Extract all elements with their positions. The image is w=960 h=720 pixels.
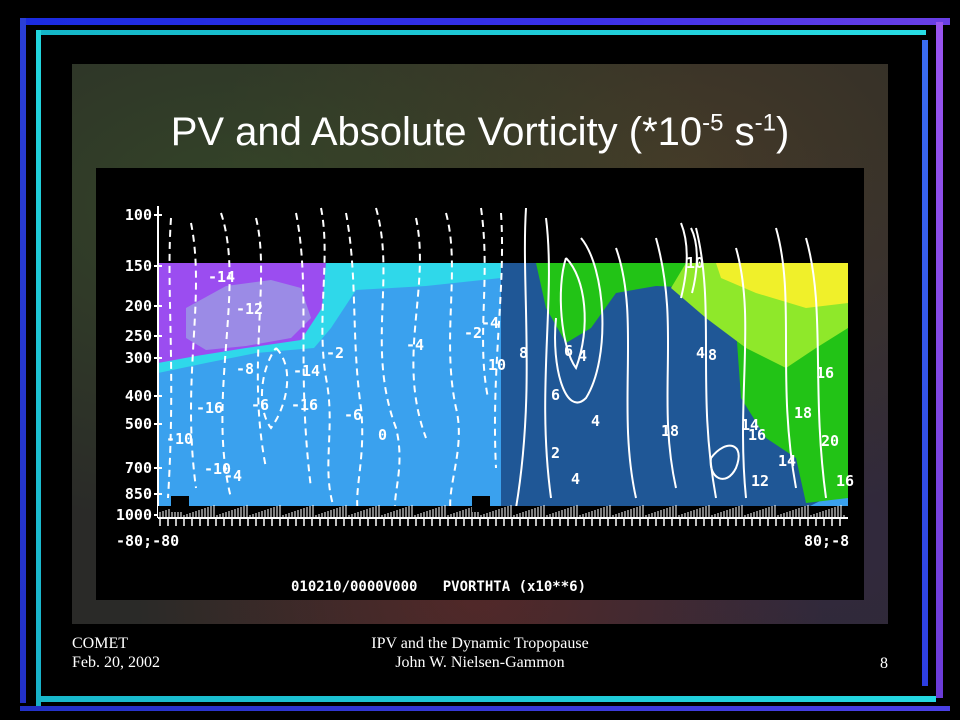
pressure-label-1000: 1000 (116, 506, 152, 524)
pressure-label-300: 300 (125, 349, 152, 367)
contour-label: 16 (816, 364, 834, 382)
figure-caption: 010210/0000V000 PVORTHTA (x10**6) (291, 579, 586, 595)
frame-bar-top-blue (20, 18, 950, 25)
contour-label: -6 (344, 406, 362, 424)
contour-label: -4 (481, 314, 499, 332)
contour-label: 4 (696, 344, 705, 362)
contour-label: -12 (236, 300, 263, 318)
frame-bar-right-blue (922, 40, 928, 686)
y-axis-ticks: 100 150 200 250 300 400 500 700 850 1000 (116, 206, 162, 524)
x-axis-label-right: 80;-8 (804, 532, 849, 550)
page-number: 8 (880, 655, 888, 672)
pressure-label-700: 700 (125, 459, 152, 477)
contour-label: 8 (519, 344, 528, 362)
contour-label: 16 (836, 472, 854, 490)
frame-bar-bottom-blue (20, 706, 950, 711)
title-exponent-2: -1 (754, 109, 776, 137)
contour-label: 0 (378, 426, 387, 444)
pressure-label-100: 100 (125, 206, 152, 224)
pressure-label-400: 400 (125, 387, 152, 405)
contour-label: -6 (251, 396, 269, 414)
contour-label: 8 (708, 346, 717, 364)
fill-green-right (736, 318, 848, 503)
cross-section-figure: 100 150 200 250 300 400 500 700 850 1000 -80;-80 … (96, 168, 864, 600)
pressure-label-250: 250 (125, 327, 152, 345)
title-close: ) (775, 110, 790, 154)
contour-label: -14 (208, 268, 235, 286)
footer-left: COMET Feb. 20, 2002 (72, 634, 160, 672)
contour-label: -4 (406, 336, 424, 354)
footer-author: John W. Nielsen-Gammon (395, 654, 565, 671)
contour-label: -16 (291, 396, 318, 414)
contour-label: -10 (166, 430, 193, 448)
contour-label: 18 (661, 422, 679, 440)
frame-bar-bottom-cyan (40, 696, 936, 702)
contour-label: 4 (571, 470, 580, 488)
footer-organization: COMET (72, 635, 128, 652)
contour-label: 10 (488, 356, 506, 374)
frame-bar-top-cyan (36, 30, 926, 35)
frame-bar-right-purple (936, 22, 943, 698)
slide-title: PV and Absolute Vorticity (*10-5 s-1) (72, 108, 888, 156)
contour-label: 6 (551, 386, 560, 404)
contour-label: -8 (236, 360, 254, 378)
positive-contours (515, 207, 827, 509)
negative-contours (167, 207, 503, 514)
terrain-block-left (171, 496, 189, 512)
footer-date: Feb. 20, 2002 (72, 654, 160, 671)
pressure-label-500: 500 (125, 415, 152, 433)
contour-label: 20 (821, 432, 839, 450)
upper-black-band (158, 206, 848, 263)
pressure-label-200: 200 (125, 297, 152, 315)
footer-center: IPV and the Dynamic Tropopause John W. N… (250, 634, 710, 672)
fill-cyan (158, 263, 516, 373)
contour-label: -4 (224, 467, 242, 485)
contour-label: -16 (196, 399, 223, 417)
title-text: PV and Absolute Vorticity (*10 (170, 110, 703, 154)
x-axis-label-left: -80;-80 (116, 532, 179, 550)
footer-talk-title: IPV and the Dynamic Tropopause (371, 635, 589, 652)
x-axis-ticks (159, 518, 841, 526)
contour-label: -10 (204, 460, 231, 478)
pressure-label-850: 850 (125, 485, 152, 503)
contour-label: -2 (326, 344, 344, 362)
contour-label: -2 (464, 324, 482, 342)
contour-label: -14 (293, 362, 320, 380)
frame-bar-left-blue (20, 18, 26, 703)
contour-label: 10 (686, 254, 704, 272)
title-exponent-1: -5 (702, 109, 724, 137)
contour-label: 12 (751, 472, 769, 490)
terrain-block-mid (472, 496, 490, 512)
fill-lavender (186, 280, 311, 350)
title-unit: s (723, 110, 755, 154)
contour-label: 18 (794, 404, 812, 422)
contour-label: 14 (741, 416, 759, 434)
contour-label: 2 (551, 444, 560, 462)
pressure-label-150: 150 (125, 257, 152, 275)
contour-label: 14 (778, 452, 796, 470)
frame-bar-left-cyan (36, 30, 41, 706)
contour-label: 16 (748, 426, 766, 444)
contour-label: 4 (591, 412, 600, 430)
contour-label: 6 (564, 342, 573, 360)
contour-label: 4 (578, 347, 587, 365)
